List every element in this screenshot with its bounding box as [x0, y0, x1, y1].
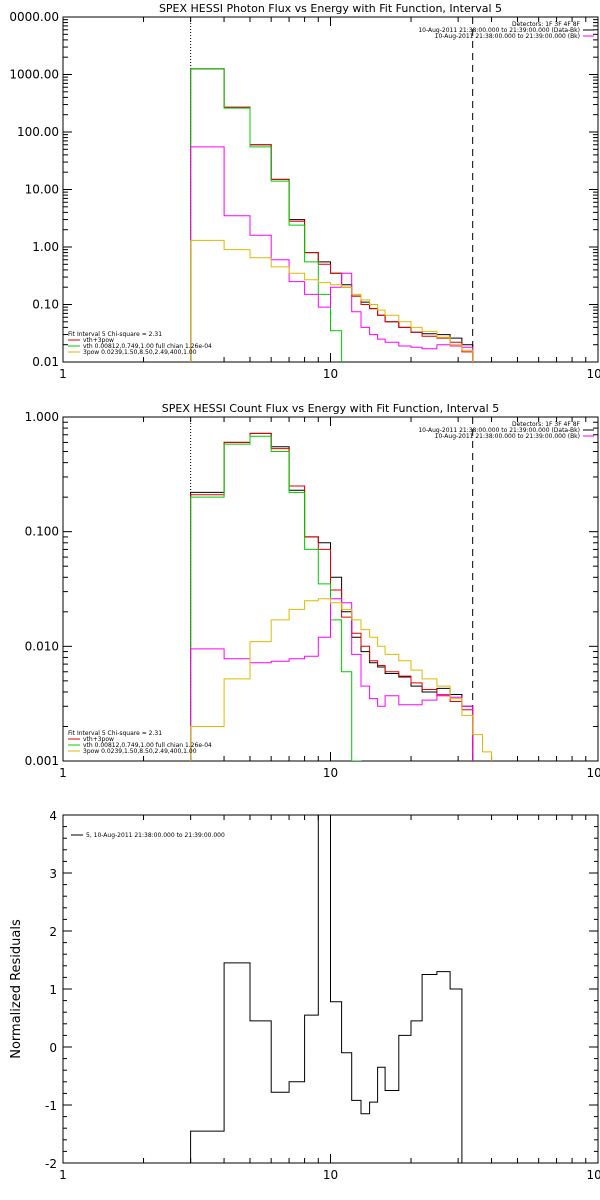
y-tick-label: -2 — [45, 1157, 57, 1171]
y-tick-label: 10.00 — [25, 183, 59, 197]
x-tick-label: 100 — [587, 367, 600, 381]
legend-bottom-left-text: vth+3pow — [83, 736, 114, 743]
y-tick-label: 0.100 — [25, 525, 59, 539]
y-tick-label: 0 — [49, 1041, 57, 1055]
legend-bottom-left-text: Fit Interval 5 Chi-square = 2.31 — [68, 730, 162, 737]
series-magenta-line — [190, 146, 474, 362]
legend-top-right-text: 10-Aug-2011 21:38:00.000 to 21:39:00.000… — [418, 27, 580, 34]
residuals-panel: 1 10 100 -2 -1 0 1 2 3 4 Normalized Residuals 5, 10… — [9, 809, 600, 1182]
series-yellow-line — [190, 598, 493, 761]
series-green-line — [190, 435, 362, 761]
legend-top-right-text: 10-Aug-2011 21:38:00.000 to 21:39:00.000… — [418, 427, 580, 434]
y-tick-label: 1.000 — [25, 410, 59, 424]
series-group — [190, 68, 474, 362]
x-tick-label: 1 — [59, 1168, 67, 1182]
legend-bottom-left-text: 3pow 0.0239,1.50,8.50,2.49,400,1.00 — [83, 349, 197, 356]
y-tick-label: 4 — [49, 809, 57, 823]
y-tick-label: 0000.00 — [9, 10, 59, 24]
series-group — [190, 432, 493, 761]
series-yellow-line — [190, 239, 474, 362]
legend-bottom-left-text: vth+3pow — [83, 337, 114, 344]
y-tick-label: 1.00 — [32, 240, 59, 254]
series-black-line — [190, 815, 463, 1163]
x-tick-label: 1 — [59, 766, 67, 780]
x-tick-label: 10 — [323, 766, 338, 780]
legend-bottom-left-text: 3pow 0.0239,1.50,8.50,2.49,400,1.00 — [83, 748, 197, 755]
y-tick-label: 3 — [49, 867, 57, 881]
photon-flux-panel: SPEX HESSI Photon Flux vs Energy with Fi… — [9, 2, 600, 381]
x-tick-label: 1 — [59, 367, 67, 381]
y-axis-label: Normalized Residuals — [9, 919, 24, 1059]
series-green-line — [190, 68, 343, 362]
y-tick-label: 2 — [49, 925, 57, 939]
series-group — [190, 815, 463, 1163]
x-tick-label: 100 — [587, 1168, 600, 1182]
series-black-line — [190, 68, 474, 362]
y-tick-label: 1000.00 — [9, 68, 59, 82]
legend-top-right-text: 10-Aug-2011 21:38:00.000 to 21:39:00.000… — [435, 433, 580, 440]
series-magenta-line — [190, 598, 474, 761]
series-red-line — [190, 432, 474, 761]
series-red-line — [190, 68, 474, 362]
y-tick-label: 0.10 — [32, 298, 59, 312]
legend-bottom-left-text: vth 0.00812,0.749,1.00 full chian 1.26e-… — [83, 343, 212, 350]
chart-title: SPEX HESSI Count Flux vs Energy with Fit… — [162, 402, 499, 415]
x-tick-label: 10 — [323, 1168, 338, 1182]
y-tick-label: 0.01 — [32, 355, 59, 369]
series-black-line — [190, 432, 474, 761]
legend-top-right-text: 10-Aug-2011 21:38:00.000 to 21:39:00.000… — [435, 33, 580, 40]
y-tick-label: 0.001 — [25, 754, 59, 768]
y-tick-label: 100.00 — [17, 125, 59, 139]
y-tick-label: -1 — [45, 1099, 57, 1113]
y-tick-label: 1 — [49, 983, 57, 997]
count-flux-panel: SPEX HESSI Count Flux vs Energy with Fit… — [25, 402, 600, 780]
legend-top-left-text: 5, 10-Aug-2011 21:38:00.000 to 21:39:00.… — [86, 832, 225, 839]
x-tick-label: 10 — [323, 367, 338, 381]
y-tick-label: 0.010 — [25, 639, 59, 653]
legend-bottom-left-text: Fit Interval 5 Chi-square = 2.31 — [68, 331, 162, 338]
legend-bottom-left-text: vth 0.00812,0.749,1.00 full chian 1.26e-… — [83, 742, 212, 749]
legend-top-right-text: Detectors: 1F 3F 4F 8F — [512, 421, 581, 428]
legend-top-right-text: Detectors: 1F 3F 4F 8F — [512, 21, 581, 28]
chart-title: SPEX HESSI Photon Flux vs Energy with Fi… — [159, 2, 502, 15]
x-tick-label: 100 — [587, 766, 600, 780]
